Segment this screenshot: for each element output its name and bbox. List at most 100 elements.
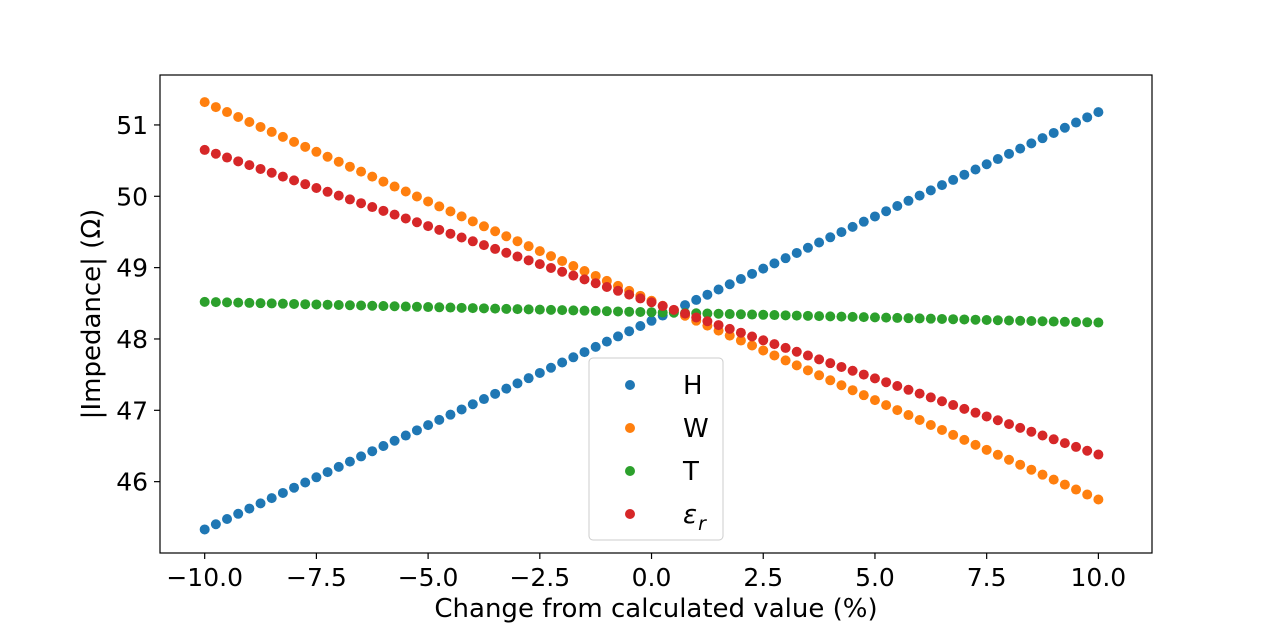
data-point — [903, 410, 914, 421]
legend-marker — [625, 423, 635, 433]
data-point — [836, 311, 847, 322]
data-point — [199, 524, 210, 535]
data-point — [590, 305, 601, 316]
data-point — [1071, 117, 1082, 128]
data-point — [222, 514, 233, 525]
data-point — [579, 266, 590, 276]
data-point — [255, 298, 266, 309]
data-point — [691, 294, 702, 305]
legend-box — [588, 357, 724, 541]
data-point — [802, 365, 813, 376]
data-point — [613, 331, 624, 342]
data-point — [579, 347, 590, 358]
data-point — [356, 300, 367, 311]
data-point — [981, 159, 992, 170]
data-point — [959, 169, 970, 180]
data-point — [1048, 474, 1059, 485]
data-point — [802, 242, 813, 253]
data-point — [948, 174, 959, 185]
data-point — [1048, 434, 1059, 445]
data-point — [490, 243, 501, 254]
data-point — [1093, 449, 1104, 460]
data-point — [244, 503, 255, 514]
series-2 — [199, 97, 1104, 505]
y-tick-label: 50 — [116, 182, 148, 211]
data-point — [825, 375, 836, 386]
plot-area-frame — [159, 74, 1153, 554]
data-point — [1071, 317, 1082, 328]
data-point — [992, 415, 1003, 426]
data-point — [523, 241, 534, 252]
data-point — [266, 298, 277, 309]
data-point — [691, 312, 702, 323]
data-point — [1037, 430, 1048, 441]
data-point — [199, 144, 210, 155]
data-point — [210, 102, 221, 113]
data-point — [590, 278, 601, 289]
legend-label: W — [683, 414, 709, 444]
data-point — [557, 256, 568, 267]
data-point — [892, 381, 903, 391]
data-point — [1059, 316, 1070, 327]
data-point — [311, 182, 322, 193]
data-point — [400, 213, 411, 224]
y-tick-label: 51 — [116, 111, 148, 140]
data-point — [333, 190, 344, 201]
data-point — [289, 482, 300, 493]
data-point — [936, 424, 947, 435]
data-point — [635, 320, 646, 331]
data-point — [523, 255, 534, 266]
data-point — [959, 403, 970, 414]
data-point — [277, 487, 288, 498]
data-point — [847, 221, 858, 232]
data-point — [1082, 489, 1093, 500]
data-point — [445, 206, 456, 217]
data-point — [713, 320, 724, 331]
data-point — [501, 383, 512, 394]
data-point — [344, 161, 355, 172]
data-point — [814, 354, 825, 365]
data-point — [389, 435, 400, 446]
data-point — [322, 467, 333, 478]
data-point — [959, 314, 970, 325]
data-point — [400, 430, 411, 441]
data-point — [434, 302, 445, 313]
y-tick-label: 46 — [116, 468, 148, 497]
data-point — [735, 335, 746, 346]
data-point — [289, 136, 300, 147]
data-point — [814, 370, 825, 381]
data-point — [266, 126, 277, 137]
data-point — [434, 414, 445, 425]
data-point — [1026, 426, 1037, 437]
data-point — [881, 377, 892, 388]
data-point — [892, 201, 903, 211]
data-point — [557, 357, 568, 368]
data-point — [445, 409, 456, 420]
data-point — [959, 434, 970, 445]
data-point — [758, 263, 769, 274]
data-point — [590, 341, 601, 352]
data-point — [925, 313, 936, 324]
x-tick-label: −2.5 — [509, 563, 570, 592]
data-point — [1059, 438, 1070, 449]
data-point — [568, 305, 579, 316]
data-point — [244, 116, 255, 127]
data-point — [501, 231, 512, 242]
x-axis-label: Change from calculated value (%) — [434, 594, 877, 623]
data-point — [411, 425, 422, 436]
data-point — [322, 151, 333, 162]
data-point — [713, 308, 724, 319]
data-point — [769, 310, 780, 321]
data-point — [992, 315, 1003, 326]
data-point — [981, 444, 992, 455]
data-point — [858, 369, 869, 380]
legend-marker — [625, 380, 635, 390]
data-point — [333, 299, 344, 310]
data-point — [1026, 464, 1037, 475]
data-point — [199, 296, 210, 307]
data-point — [545, 251, 556, 262]
data-point — [601, 306, 612, 317]
data-point — [836, 380, 847, 391]
